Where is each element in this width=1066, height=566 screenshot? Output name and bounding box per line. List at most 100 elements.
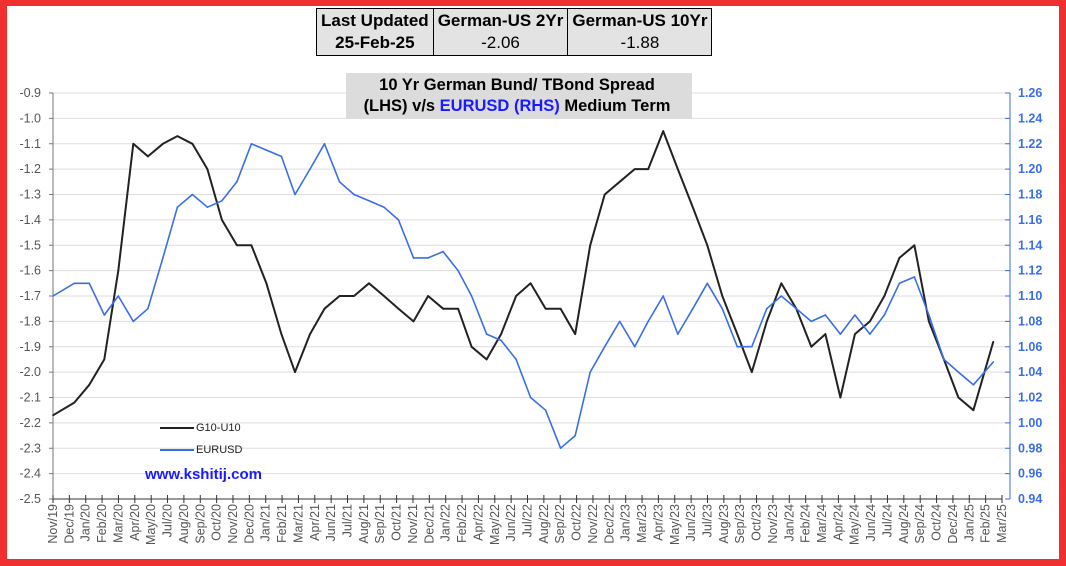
data-point-g10-u10 (294, 371, 296, 373)
data-point-eurusd (338, 181, 341, 183)
data-point-g10-u10 (603, 193, 606, 196)
x-tick-label: Oct/23 (750, 504, 764, 541)
x-tick-label: Jun/23 (684, 504, 698, 542)
data-point-eurusd (353, 193, 355, 196)
data-point-g10-u10 (442, 307, 444, 310)
x-tick-label: Nov/21 (406, 504, 420, 544)
data-point-eurusd (574, 434, 576, 437)
y-right-tick-label: 0.96 (1018, 467, 1042, 481)
data-point-eurusd (795, 307, 798, 310)
x-tick-label: Dec/24 (946, 504, 960, 544)
data-point-eurusd (529, 396, 532, 399)
info-table: Last Updated 25-Feb-25 German-US 2Yr -2.06… (316, 8, 713, 56)
y-right-tick-label: 0.98 (1018, 441, 1042, 455)
data-point-eurusd (457, 269, 459, 272)
data-point-g10-u10 (191, 142, 194, 145)
data-point-g10-u10 (691, 206, 694, 208)
data-point-eurusd (780, 295, 783, 297)
x-tick-label: Mar/20 (111, 504, 125, 543)
y-left-tick-label: -1.0 (19, 111, 41, 125)
y-right-tick-label: 1.08 (1018, 314, 1042, 328)
x-tick-label: Jun/22 (504, 504, 518, 542)
y-left-tick-label: -2.1 (19, 391, 41, 405)
data-point-eurusd (869, 333, 871, 335)
data-point-g10-u10 (353, 295, 355, 297)
title-line1: 10 Yr German Bund/ TBond Spread (379, 76, 655, 94)
data-point-eurusd (162, 257, 164, 259)
x-tick-label: Oct/21 (390, 504, 404, 541)
x-tick-label: Jul/23 (700, 504, 714, 537)
data-point-g10-u10 (427, 295, 429, 297)
data-point-eurusd (751, 345, 753, 348)
data-point-g10-u10 (323, 307, 326, 310)
data-point-g10-u10 (736, 333, 739, 335)
data-point-eurusd (736, 345, 739, 348)
data-point-eurusd (559, 447, 562, 450)
x-tick-label: Sep/22 (553, 504, 567, 544)
data-point-g10-u10 (780, 282, 783, 285)
x-tick-label: May/23 (668, 504, 682, 545)
data-point-eurusd (957, 371, 960, 373)
data-point-eurusd (294, 193, 296, 196)
data-point-eurusd (647, 320, 650, 323)
data-point-g10-u10 (913, 244, 916, 247)
data-point-eurusd (898, 282, 901, 285)
data-point-eurusd (913, 276, 916, 278)
data-point-eurusd (470, 295, 473, 297)
x-tick-label: Mar/23 (635, 504, 649, 543)
data-point-eurusd (662, 295, 665, 297)
data-point-g10-u10 (662, 130, 665, 132)
data-point-eurusd (221, 200, 223, 202)
y-left-tick-label: -1.7 (19, 289, 41, 303)
data-point-eurusd (206, 206, 209, 208)
y-left-tick-label: -1.4 (19, 213, 41, 227)
title-line2: (LHS) v/s EURUSD (RHS) Medium Term (363, 97, 671, 115)
data-point-eurusd (147, 307, 149, 310)
data-point-eurusd (706, 282, 709, 285)
data-point-g10-u10 (309, 333, 311, 335)
y-right-tick-label: 1.18 (1018, 188, 1042, 202)
data-point-eurusd (88, 282, 91, 285)
data-point-g10-u10 (397, 307, 400, 310)
y-right-tick-label: 1.22 (1018, 137, 1042, 151)
data-point-eurusd (250, 142, 253, 145)
data-point-g10-u10 (147, 155, 149, 158)
data-point-eurusd (265, 149, 268, 151)
data-point-g10-u10 (368, 282, 370, 285)
x-tick-label: Feb/22 (455, 504, 469, 543)
header-last-updated: Last Updated 25-Feb-25 (316, 8, 434, 56)
data-point-g10-u10 (618, 181, 621, 183)
data-point-g10-u10 (117, 269, 120, 272)
data-point-eurusd (766, 307, 768, 310)
data-point-eurusd (191, 193, 194, 196)
data-point-g10-u10 (898, 257, 901, 259)
legend-item-g10-u10: G10-U10 (160, 417, 242, 439)
data-point-eurusd (972, 384, 975, 386)
data-point-eurusd (132, 320, 135, 323)
x-tick-label: Apr/22 (471, 504, 485, 541)
y-right-tick-label: 1.14 (1018, 238, 1042, 252)
data-point-g10-u10 (766, 320, 768, 323)
data-point-eurusd (383, 206, 385, 208)
y-right-tick-label: 1.02 (1018, 391, 1042, 405)
x-tick-label: Jun/24 (864, 504, 878, 542)
data-point-g10-u10 (280, 333, 283, 335)
data-point-g10-u10 (221, 219, 223, 221)
data-point-g10-u10 (957, 396, 960, 399)
data-point-g10-u10 (250, 244, 253, 247)
data-point-eurusd (589, 371, 591, 373)
x-tick-label: Jan/23 (619, 504, 633, 542)
y-left-tick-label: -2.5 (19, 492, 41, 506)
legend: G10-U10 EURUSD (160, 417, 242, 461)
y-left-tick-label: -1.5 (19, 238, 41, 252)
data-point-g10-u10 (574, 333, 576, 335)
data-point-g10-u10 (73, 401, 76, 404)
x-tick-label: Mar/25 (995, 504, 1009, 543)
y-left-tick-label: -2.3 (19, 441, 41, 455)
data-point-g10-u10 (500, 333, 502, 335)
x-tick-label: Dec/20 (242, 504, 256, 544)
y-right-tick-label: 1.16 (1018, 213, 1042, 227)
data-point-eurusd (992, 361, 995, 363)
